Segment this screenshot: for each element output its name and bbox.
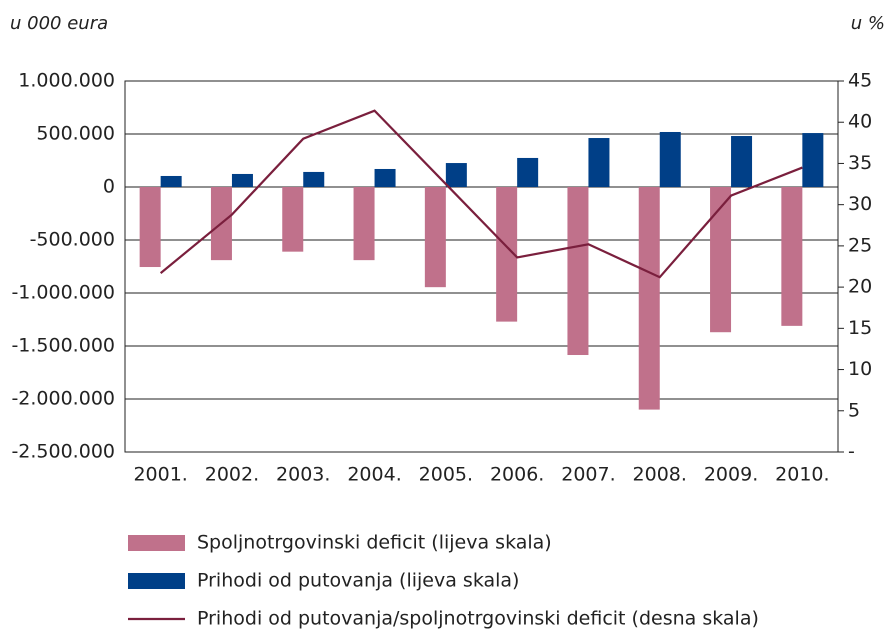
x-tick-label: 2004. (347, 464, 401, 486)
x-tick-label: 2006. (490, 464, 544, 486)
y2-tick-label: 20 (848, 276, 872, 298)
line (159, 109, 803, 279)
bar (731, 136, 753, 187)
x-tick-label: 2002. (205, 464, 259, 486)
y-tick-label: 1.000.000 (18, 70, 115, 92)
x-tick-label: 2001. (133, 464, 187, 486)
y-tick-label: 500.000 (36, 123, 115, 145)
x-tick-label: 2007. (561, 464, 615, 486)
bar (567, 187, 589, 356)
bar (303, 171, 325, 187)
x-tick-label: 2009. (704, 464, 758, 486)
y-tick-label: -2.500.000 (11, 441, 115, 463)
bar (710, 187, 732, 333)
legend-swatch (128, 535, 185, 551)
bar (353, 187, 375, 261)
y-tick-label: 0 (103, 176, 115, 198)
x-tick-label: 2005. (419, 464, 473, 486)
bar (659, 131, 681, 187)
x-tick-label: 2010. (775, 464, 829, 486)
y2-tick-label: 40 (848, 111, 872, 133)
y-tick-label: -1.500.000 (11, 335, 115, 357)
bar (781, 187, 803, 326)
bar (802, 133, 824, 187)
bar (231, 173, 253, 187)
x-tick-label: 2003. (276, 464, 330, 486)
bar (282, 187, 304, 252)
bar (445, 163, 467, 187)
y2-tick-label: 5 (848, 399, 860, 421)
y2-tick-label: 45 (848, 70, 872, 92)
legend-label: Prihodi od putovanja (lijeva skala) (197, 570, 519, 592)
y2-tick-label: 15 (848, 317, 872, 339)
bar (496, 187, 518, 322)
y-tick-label: -500.000 (30, 229, 115, 251)
y2-tick-label: 35 (848, 152, 872, 174)
legend-swatch (128, 573, 185, 589)
bar (139, 187, 161, 268)
bar (424, 187, 446, 288)
bar (160, 175, 182, 187)
x-tick-label: 2008. (633, 464, 687, 486)
y2-axis-unit: u % (851, 13, 885, 34)
bar (374, 168, 396, 187)
y2-tick-label: 30 (848, 193, 872, 215)
y-tick-label: -1.000.000 (11, 282, 115, 304)
bar (517, 157, 539, 187)
y-axis-unit: u 000 eura (10, 13, 108, 34)
plot-frame (124, 80, 839, 453)
y-tick-label: -2.000.000 (11, 388, 115, 410)
legend-label: Spoljnotrgovinski deficit (lijeva skala) (197, 532, 552, 554)
bar (638, 187, 660, 410)
y2-tick-label: - (848, 441, 855, 463)
legend-label: Prihodi od putovanja/spoljnotrgovinski d… (197, 608, 759, 630)
y2-tick-label: 25 (848, 234, 872, 256)
y2-tick-label: 10 (848, 358, 872, 380)
bar (588, 138, 610, 187)
